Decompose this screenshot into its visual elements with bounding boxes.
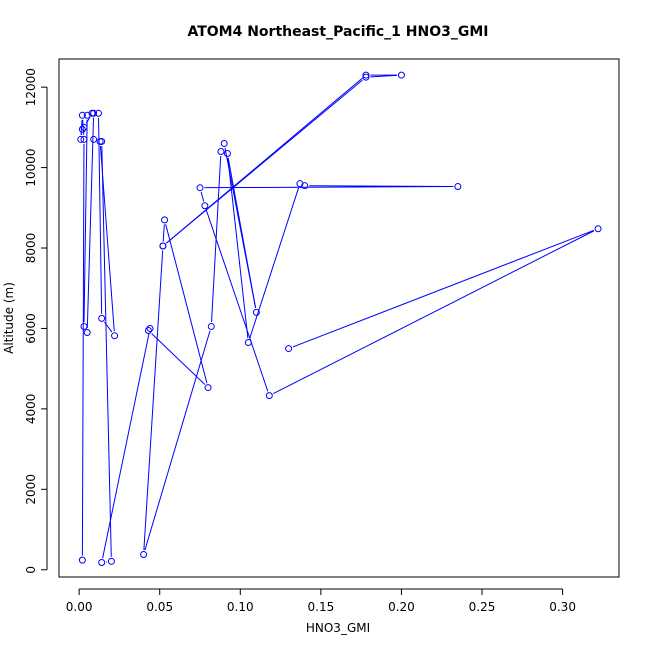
y-axis: 0 2000 4000 6000 8000 10000 12000 [24, 68, 48, 574]
series-segment [165, 224, 208, 384]
series-segment [98, 117, 103, 314]
data-point [207, 322, 215, 330]
data-point [80, 135, 88, 143]
series-segment [200, 191, 205, 202]
series-segment [144, 330, 211, 551]
data-point [83, 328, 91, 336]
series-segment [143, 250, 164, 551]
series-segment [102, 332, 150, 559]
data-point [80, 322, 88, 330]
x-tick-label: 0.15 [308, 600, 335, 614]
series-segment [227, 157, 257, 309]
x-axis: 0.00 0.05 0.10 0.15 0.20 0.25 0.30 [66, 588, 576, 614]
plot-frame [58, 58, 620, 578]
data-point [107, 557, 115, 565]
series-segment [273, 230, 595, 395]
data-point [217, 148, 225, 155]
data-point [161, 216, 169, 224]
data-point [78, 556, 86, 564]
data-point [77, 135, 85, 143]
series-segment [166, 79, 363, 244]
data-point [454, 182, 462, 190]
series-segment [101, 145, 112, 557]
y-tick-label: 4000 [24, 394, 38, 425]
data-point [94, 109, 102, 117]
series-segment [151, 333, 206, 385]
chart-title: ATOM4 Northeast_Pacific_1 HNO3_GMI [187, 24, 488, 40]
data-point [223, 150, 231, 158]
series-segment [86, 117, 95, 328]
y-tick-label: 2000 [24, 474, 38, 505]
data-point [140, 550, 148, 558]
data-point [144, 326, 152, 334]
data-point [90, 109, 98, 117]
data-point [146, 324, 154, 332]
data-point [362, 71, 370, 79]
data-point [159, 242, 167, 250]
data-point [111, 332, 119, 340]
data-point [594, 225, 602, 233]
data-point [83, 111, 91, 119]
data-point [244, 339, 252, 347]
data-point [220, 139, 228, 147]
series-segment [205, 209, 269, 392]
x-tick-label: 0.25 [469, 600, 496, 614]
series-line [80, 74, 595, 563]
data-point [201, 202, 209, 210]
x-tick-label: 0.30 [549, 600, 576, 614]
y-tick-label: 10000 [24, 148, 38, 186]
series-segment [249, 187, 300, 339]
data-point [285, 345, 293, 353]
series-points [77, 71, 602, 567]
data-point [397, 71, 405, 79]
series-segment [204, 186, 454, 189]
data-point [98, 137, 106, 145]
y-axis-label: Altitude (m) [2, 282, 16, 354]
series-segment [370, 74, 397, 78]
data-point [204, 384, 212, 392]
series-segment [162, 224, 165, 242]
data-point [98, 314, 106, 322]
x-tick-label: 0.05 [146, 600, 173, 614]
y-tick-label: 8000 [24, 233, 38, 264]
y-tick-label: 12000 [24, 68, 38, 106]
series-segment [292, 229, 595, 348]
y-tick-label: 0 [24, 566, 38, 574]
x-tick-label: 0.00 [66, 600, 93, 614]
data-point [98, 559, 106, 567]
series-segment [83, 119, 88, 322]
data-point [90, 135, 98, 143]
data-point [252, 308, 260, 316]
data-point [78, 111, 86, 119]
x-tick-label: 0.20 [388, 600, 415, 614]
data-point [196, 184, 204, 192]
data-point [362, 73, 370, 81]
x-axis-label: HNO3_GMI [306, 621, 370, 635]
series-segment [81, 143, 85, 556]
data-point [78, 125, 86, 133]
data-point [301, 182, 309, 190]
data-point [265, 392, 273, 400]
data-point [80, 123, 88, 131]
x-tick-label: 0.10 [227, 600, 254, 614]
y-tick-label: 6000 [24, 313, 38, 344]
